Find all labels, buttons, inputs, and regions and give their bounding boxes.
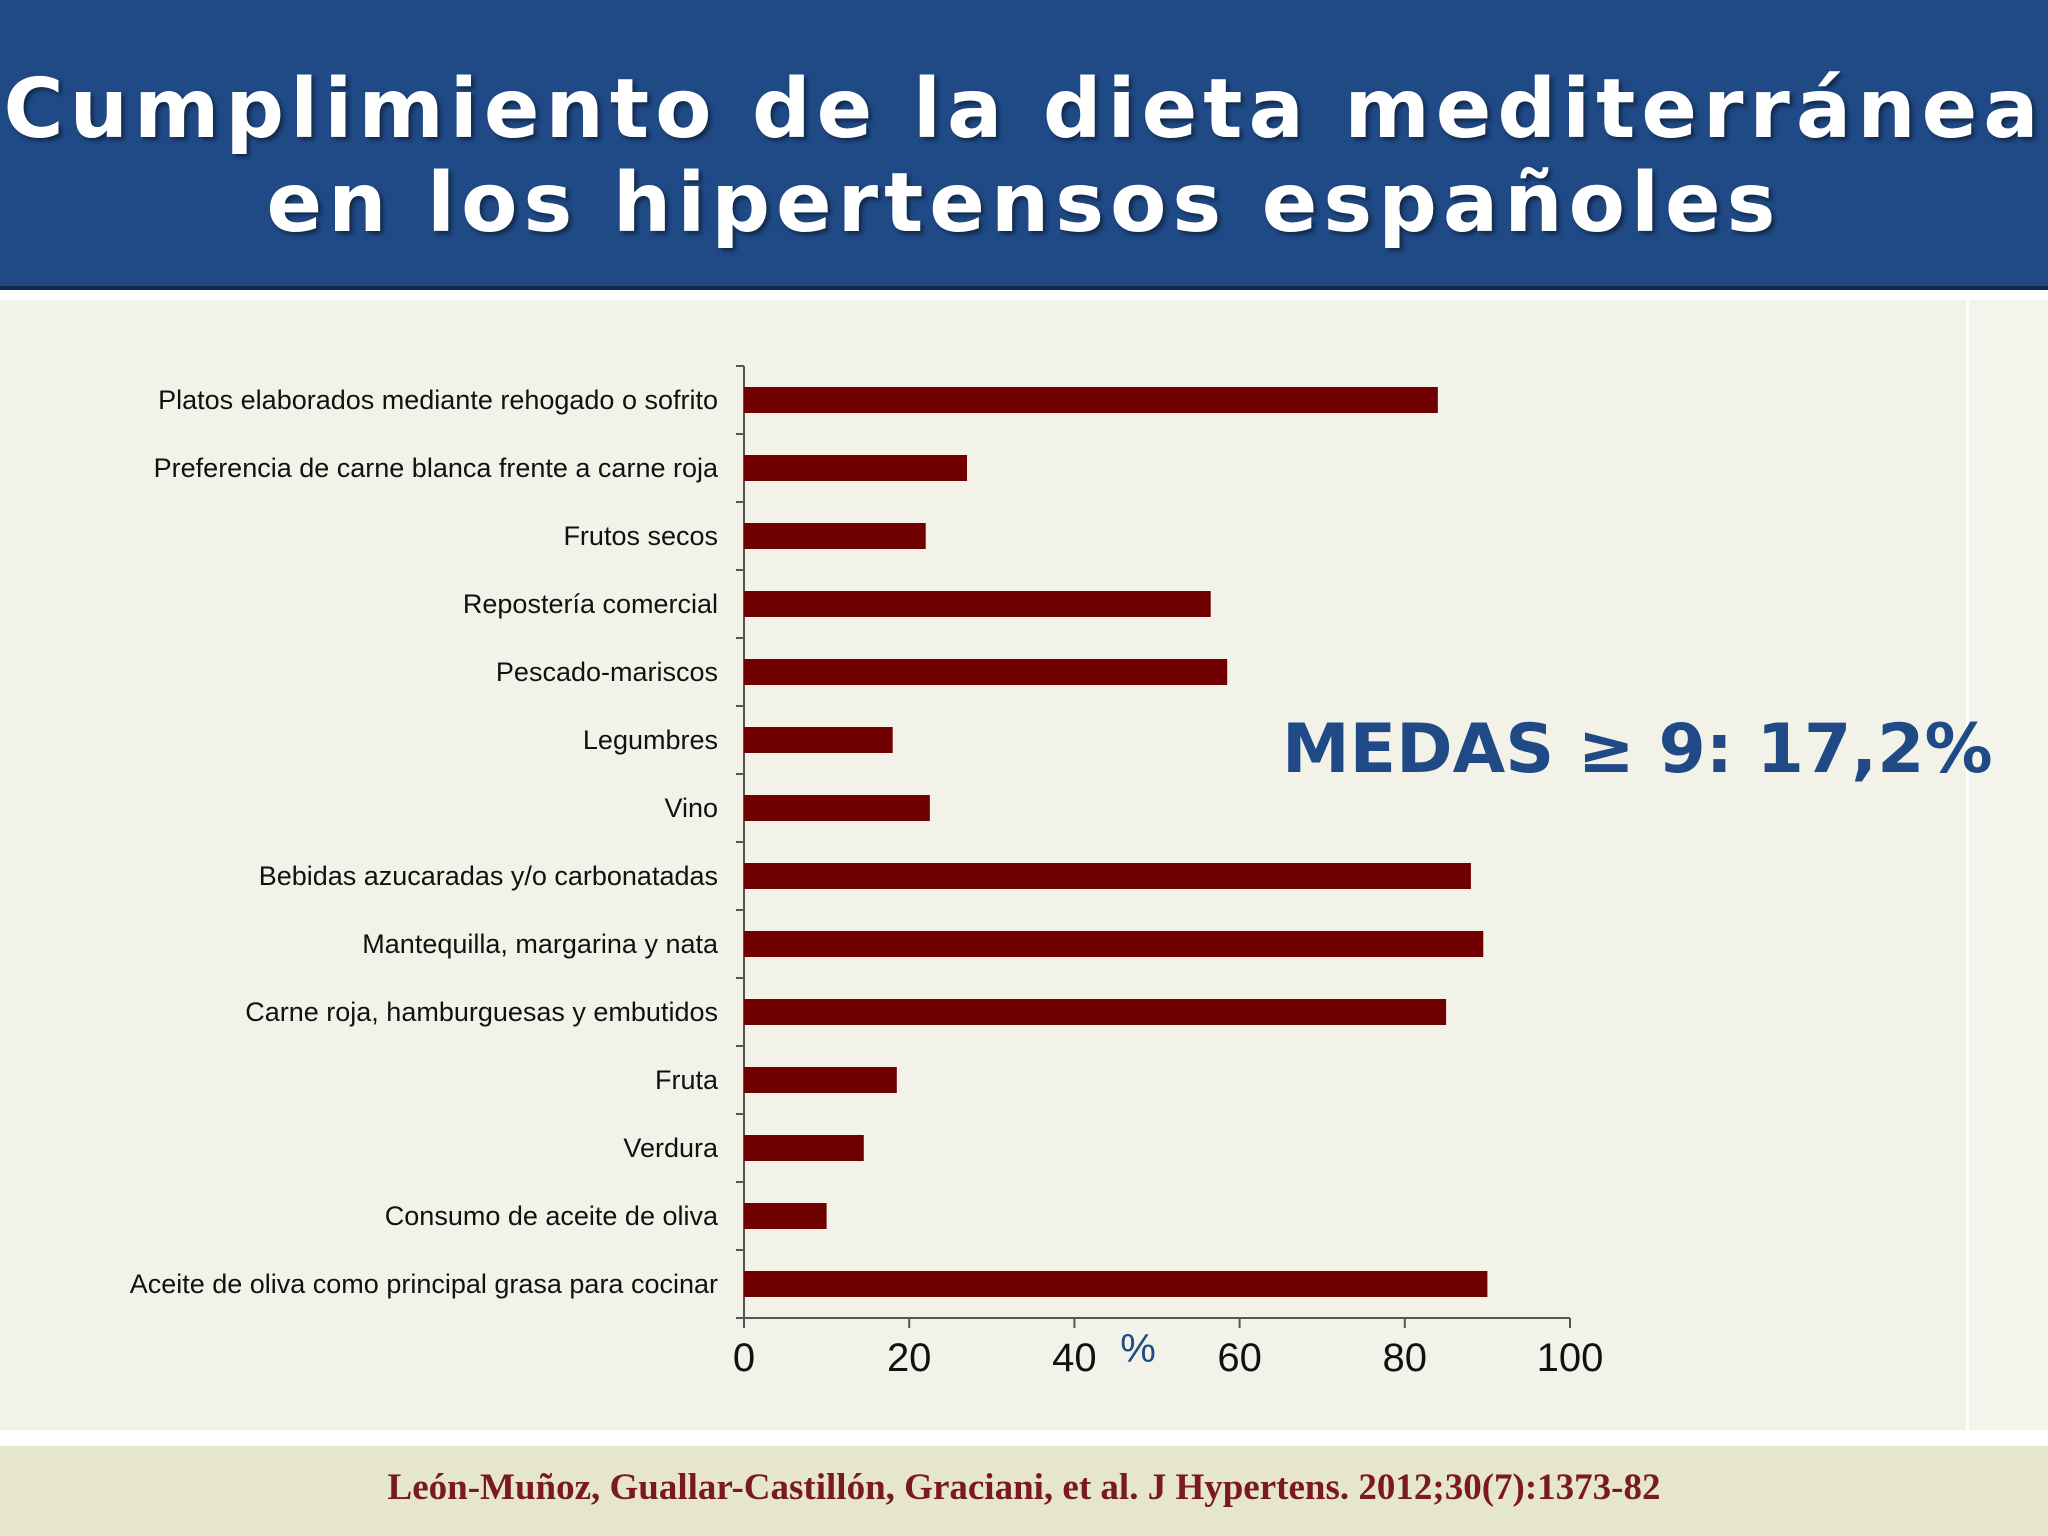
category-label: Pescado-mariscos — [496, 657, 718, 687]
bar — [744, 1271, 1488, 1297]
category-label: Preferencia de carne blanca frente a car… — [154, 453, 719, 483]
bar — [744, 863, 1471, 889]
bar — [744, 387, 1438, 413]
category-label: Bebidas azucaradas y/o carbonatadas — [259, 861, 718, 891]
bar — [744, 795, 930, 821]
category-label: Platos elaborados mediante rehogado o so… — [158, 385, 718, 415]
citation-footer: León-Muñoz, Guallar-Castillón, Graciani,… — [0, 1446, 2048, 1536]
bar — [744, 1067, 897, 1093]
citation-text: León-Muñoz, Guallar-Castillón, Graciani,… — [387, 1467, 1661, 1508]
x-tick-label: 60 — [1217, 1336, 1262, 1380]
x-tick-label: 40 — [1052, 1336, 1097, 1380]
bar — [744, 455, 968, 481]
category-label: Frutos secos — [563, 521, 718, 551]
bar — [744, 931, 1484, 957]
title-line-1: Cumplimiento de la dieta mediterránea — [3, 62, 2045, 157]
bar — [744, 999, 1447, 1025]
bar — [744, 523, 926, 549]
category-label: Mantequilla, margarina y nata — [362, 929, 719, 959]
bar-chart: Platos elaborados mediante rehogado o so… — [130, 365, 1604, 1380]
category-label: Legumbres — [583, 725, 718, 755]
x-tick-label: 20 — [887, 1336, 932, 1380]
category-label: Consumo de aceite de oliva — [385, 1201, 719, 1231]
x-tick-label: 100 — [1537, 1336, 1604, 1380]
medas-annotation: MEDAS ≥ 9: 17,2% — [1282, 710, 1993, 789]
category-label: Verdura — [623, 1133, 719, 1163]
category-label: Carne roja, hamburguesas y embutidos — [245, 997, 718, 1027]
bar — [744, 1135, 864, 1161]
side-strip — [1966, 300, 2048, 1430]
category-label: Repostería comercial — [463, 589, 718, 619]
x-tick-label: 80 — [1383, 1336, 1428, 1380]
x-axis-label: % — [1120, 1327, 1156, 1371]
category-label: Vino — [664, 793, 718, 823]
bar — [744, 1203, 827, 1229]
bar — [744, 591, 1211, 617]
bar — [744, 727, 893, 753]
title-line-2: en los hipertensos españoles — [266, 156, 1782, 251]
category-label: Fruta — [655, 1065, 719, 1095]
category-label: Aceite de oliva como principal grasa par… — [130, 1269, 718, 1299]
bar — [744, 659, 1228, 685]
title-banner: Cumplimiento de la dieta mediterránea en… — [0, 0, 2048, 290]
x-tick-label: 0 — [733, 1336, 755, 1380]
